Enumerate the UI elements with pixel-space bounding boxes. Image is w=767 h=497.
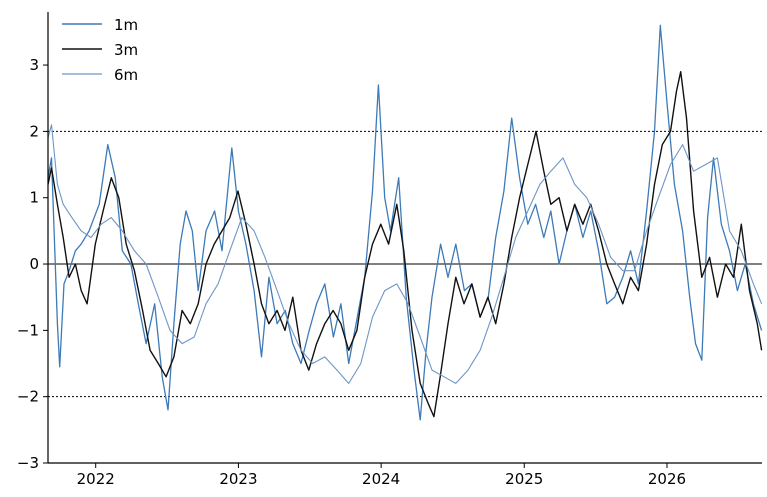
series-line-1m xyxy=(47,24,763,421)
x-tick-label: 2024 xyxy=(362,470,400,488)
y-tick-label: 3 xyxy=(29,56,39,74)
legend-label-3m: 3m xyxy=(114,41,138,59)
series-lines xyxy=(47,24,763,421)
x-tick-label: 2022 xyxy=(77,470,115,488)
x-tick-label: 2026 xyxy=(648,470,686,488)
legend-label-6m: 6m xyxy=(114,66,138,84)
axes: −3 −2 −1 0 1 2 3 2022 2023 2024 2025 2026 xyxy=(17,12,762,488)
y-tick-label: −2 xyxy=(17,388,39,406)
y-tick-label: 1 xyxy=(29,189,39,207)
y-tick-label: −1 xyxy=(17,321,39,339)
legend: 1m 3m 6m xyxy=(62,16,138,84)
x-tick-label: 2025 xyxy=(505,470,543,488)
x-tick-label: 2023 xyxy=(219,470,257,488)
y-tick-label: 0 xyxy=(29,255,39,273)
series-line-6m xyxy=(47,124,763,384)
legend-label-1m: 1m xyxy=(114,16,138,34)
y-tick-label: −3 xyxy=(17,454,39,472)
y-tick-label: 2 xyxy=(29,122,39,140)
